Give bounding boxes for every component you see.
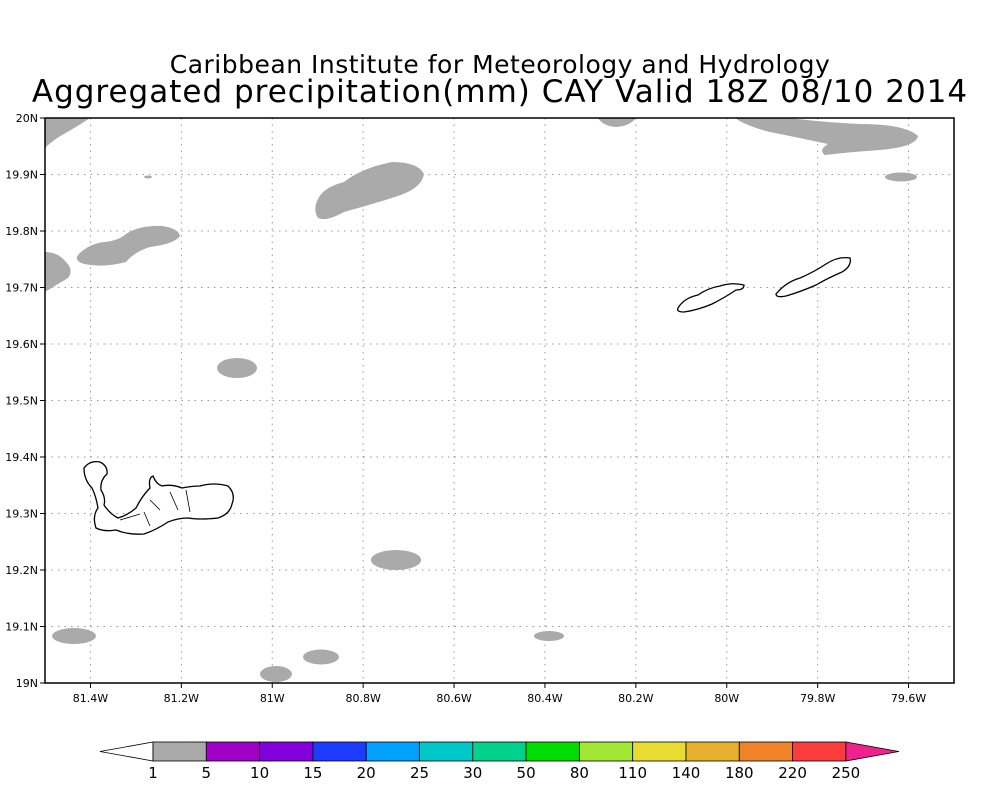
y-tick-label: 19.1N: [5, 621, 38, 634]
legend-label: 180: [725, 764, 754, 782]
title-line-2: Aggregated precipitation(mm) CAY Valid 1…: [31, 74, 969, 110]
precip-area: [45, 252, 71, 292]
x-tick-label: 80.6W: [436, 692, 471, 705]
legend-label: 220: [778, 764, 807, 782]
precip-area: [52, 628, 96, 644]
legend-label: 15: [303, 764, 322, 782]
grand-cayman-outline: [83, 460, 234, 535]
x-tick-label: 80.4W: [527, 692, 562, 705]
legend-label: 1: [148, 764, 158, 782]
x-axis: 81.4W 81.2W 81W 80.8W 80.6W 80.4W 80.2W 80W 79.8…: [73, 683, 926, 705]
y-axis: 19N 19.1N 19.2N 19.3N 19.4N 19.5N 19.6N 19.7N 19…: [5, 112, 45, 690]
legend-color-bin: [525, 741, 580, 762]
legend-label: 25: [410, 764, 429, 782]
precip-area: [315, 162, 424, 220]
legend-label: 250: [832, 764, 861, 782]
y-tick-label: 19.9N: [5, 169, 38, 182]
title-line-1: Caribbean Institute for Meteorology and …: [169, 50, 831, 79]
x-tick-label: 81.4W: [73, 692, 108, 705]
legend-color-bin: [472, 741, 527, 762]
x-tick-label: 81.2W: [164, 692, 199, 705]
precip-area: [534, 631, 564, 641]
legend-underflow-triangle: [99, 741, 154, 762]
legend-color-bin: [205, 741, 261, 762]
grand-cayman-island: [83, 460, 234, 535]
legend-color-bin: [738, 741, 793, 762]
y-tick-label: 19.2N: [5, 564, 38, 577]
legend-overflow-triangle: [845, 741, 899, 762]
y-tick-label: 19.4N: [5, 451, 38, 464]
legend-color-bin: [419, 741, 474, 762]
district-boundaries: [119, 489, 191, 527]
precip-area: [735, 118, 918, 155]
legend-label: 140: [672, 764, 701, 782]
precip-area: [260, 666, 292, 682]
legend-label: 5: [202, 764, 212, 782]
legend-color-bin: [632, 741, 687, 762]
map-background: [45, 118, 954, 683]
precip-area: [371, 550, 421, 570]
x-tick-label: 79.8W: [800, 692, 835, 705]
y-tick-label: 19.3N: [5, 508, 38, 521]
legend-color-bin: [152, 741, 207, 762]
y-tick-label: 19.6N: [5, 338, 38, 351]
precip-areas-1-5: [45, 118, 918, 682]
precip-area: [885, 172, 917, 182]
y-tick-label: 19.8N: [5, 225, 38, 238]
legend-color-bin: [312, 741, 367, 762]
y-tick-label: 19.7N: [5, 282, 38, 295]
precip-area: [45, 118, 90, 148]
x-tick-label: 80W: [714, 692, 739, 705]
y-tick-label: 19N: [16, 677, 38, 690]
little-cayman-island: [676, 283, 745, 313]
cayman-brac-island: [775, 256, 851, 298]
x-tick-label: 80.2W: [618, 692, 653, 705]
precip-area: [76, 225, 180, 266]
x-tick-label: 80.8W: [345, 692, 380, 705]
legend-color-bin: [259, 741, 314, 762]
precip-area: [217, 358, 257, 378]
legend-label: 10: [250, 764, 269, 782]
legend-label: 30: [463, 764, 482, 782]
y-tick-label: 19.5N: [5, 395, 38, 408]
legend-label: 20: [357, 764, 376, 782]
legend-color-bin: [579, 741, 634, 762]
legend-color-bin: [365, 741, 420, 762]
legend-label: 50: [517, 764, 536, 782]
legend-color-bin: [685, 741, 740, 762]
legend-color-bin: [792, 741, 847, 762]
x-tick-label: 79.6W: [891, 692, 926, 705]
precip-area: [598, 118, 636, 127]
precip-area: [303, 649, 339, 665]
legend-label: 110: [618, 764, 647, 782]
x-tick-label: 81W: [260, 692, 285, 705]
y-tick-label: 20N: [16, 112, 38, 125]
precip-area: [144, 175, 152, 179]
legend-label: 80: [570, 764, 589, 782]
